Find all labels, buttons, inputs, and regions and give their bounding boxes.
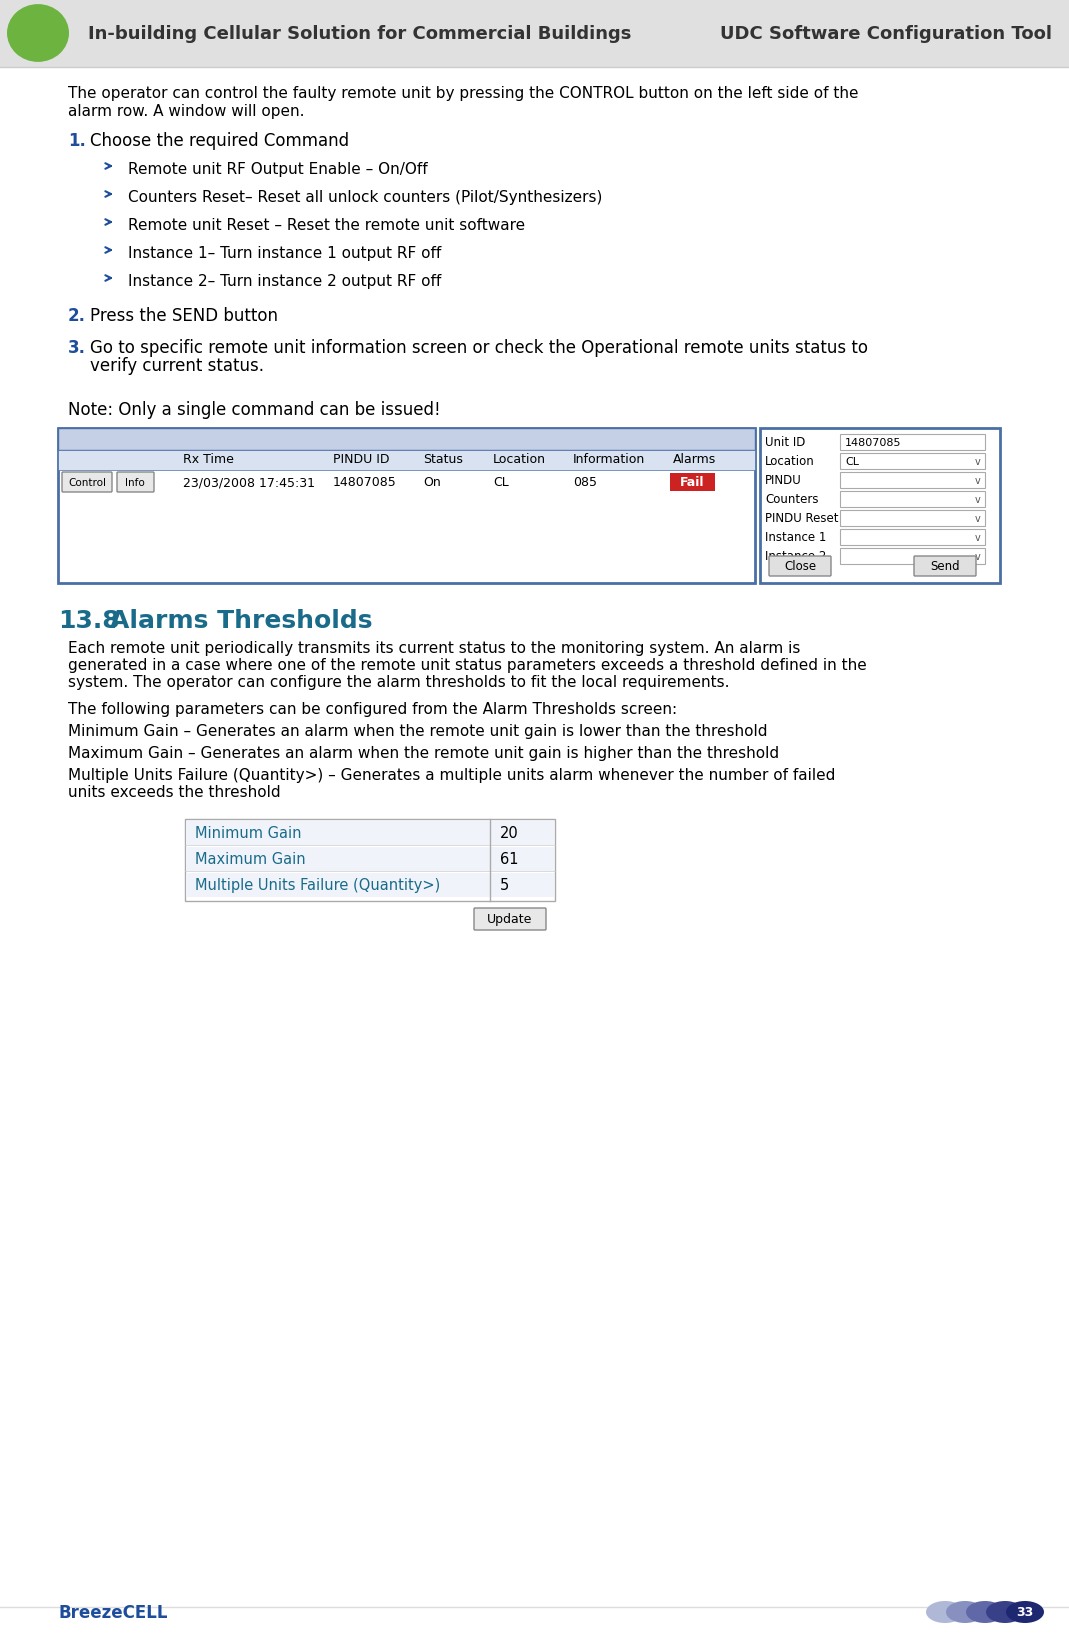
- Text: Press the SEND button: Press the SEND button: [90, 306, 278, 325]
- Text: 13.8: 13.8: [58, 608, 120, 633]
- Text: Unit ID: Unit ID: [765, 436, 805, 449]
- Text: Instance 2: Instance 2: [765, 549, 826, 562]
- FancyBboxPatch shape: [914, 557, 976, 577]
- Text: generated in a case where one of the remote unit status parameters exceeds a thr: generated in a case where one of the rem…: [68, 657, 867, 672]
- Text: Location: Location: [765, 454, 815, 467]
- Text: verify current status.: verify current status.: [90, 357, 264, 375]
- Text: Instance 2– Turn instance 2 output RF off: Instance 2– Turn instance 2 output RF of…: [128, 274, 441, 288]
- Text: Counters Reset– Reset all unlock counters (Pilot/Synthesizers): Counters Reset– Reset all unlock counter…: [128, 190, 602, 205]
- Ellipse shape: [986, 1601, 1024, 1623]
- Text: system. The operator can configure the alarm thresholds to fit the local require: system. The operator can configure the a…: [68, 675, 729, 690]
- Text: Alarms: Alarms: [673, 452, 716, 465]
- Text: v: v: [975, 495, 981, 505]
- Text: alarm row. A window will open.: alarm row. A window will open.: [68, 103, 305, 120]
- Text: BreezeCELL: BreezeCELL: [58, 1603, 168, 1621]
- Text: Instance 1: Instance 1: [765, 531, 826, 544]
- Bar: [186, 847, 554, 872]
- Text: 33: 33: [1017, 1606, 1034, 1619]
- Text: v: v: [975, 513, 981, 524]
- Text: The following parameters can be configured from the Alarm Thresholds screen:: The following parameters can be configur…: [68, 701, 677, 716]
- Text: v: v: [975, 457, 981, 467]
- FancyBboxPatch shape: [769, 557, 831, 577]
- Text: 085: 085: [573, 477, 597, 488]
- Text: 1.: 1.: [68, 131, 86, 149]
- Text: PINDU Reset: PINDU Reset: [765, 511, 838, 524]
- Bar: [840, 549, 985, 565]
- Text: On: On: [423, 477, 440, 488]
- Ellipse shape: [966, 1601, 1004, 1623]
- Bar: [0, 0, 1069, 67]
- Text: Instance 1– Turn instance 1 output RF off: Instance 1– Turn instance 1 output RF of…: [128, 246, 441, 261]
- Text: v: v: [975, 533, 981, 543]
- Bar: [840, 511, 985, 526]
- Text: Counters: Counters: [765, 493, 819, 506]
- Text: Remote unit RF Output Enable – On/Off: Remote unit RF Output Enable – On/Off: [128, 162, 428, 177]
- Bar: [840, 434, 985, 451]
- FancyBboxPatch shape: [62, 472, 112, 493]
- Text: Close: Close: [784, 561, 816, 574]
- Ellipse shape: [7, 5, 69, 62]
- Text: Multiple Units Failure (Quantity>): Multiple Units Failure (Quantity>): [195, 877, 440, 893]
- Ellipse shape: [946, 1601, 983, 1623]
- Bar: [58, 429, 755, 451]
- Bar: [670, 474, 715, 492]
- Text: Location: Location: [493, 452, 546, 465]
- Text: Go to specific remote unit information screen or check the Operational remote un: Go to specific remote unit information s…: [90, 339, 868, 357]
- Ellipse shape: [926, 1601, 964, 1623]
- Bar: [840, 472, 985, 488]
- Text: Maximum Gain: Maximum Gain: [195, 852, 306, 867]
- Text: Alarms Thresholds: Alarms Thresholds: [110, 608, 372, 633]
- Text: Rx Time: Rx Time: [183, 452, 234, 465]
- Text: 20: 20: [500, 826, 518, 841]
- Bar: [840, 529, 985, 546]
- Bar: [185, 820, 555, 901]
- Text: The operator can control the faulty remote unit by pressing the CONTROL button o: The operator can control the faulty remo…: [68, 85, 858, 102]
- Text: Note: Only a single command can be issued!: Note: Only a single command can be issue…: [68, 402, 440, 418]
- Text: 3.: 3.: [68, 339, 86, 357]
- FancyBboxPatch shape: [474, 908, 546, 931]
- Text: Info: Info: [125, 477, 145, 488]
- Text: v: v: [975, 475, 981, 485]
- Bar: [186, 874, 554, 898]
- Text: Information: Information: [573, 452, 646, 465]
- Ellipse shape: [1006, 1601, 1044, 1623]
- Text: 5: 5: [500, 877, 509, 893]
- Text: 14807085: 14807085: [334, 477, 397, 488]
- Text: Choose the required Command: Choose the required Command: [90, 131, 350, 149]
- Text: Fail: Fail: [680, 477, 704, 488]
- Text: Each remote unit periodically transmits its current status to the monitoring sys: Each remote unit periodically transmits …: [68, 641, 801, 656]
- Text: Control: Control: [68, 477, 106, 488]
- Text: CL: CL: [493, 477, 509, 488]
- Text: Minimum Gain – Generates an alarm when the remote unit gain is lower than the th: Minimum Gain – Generates an alarm when t…: [68, 723, 768, 739]
- Bar: [186, 821, 554, 846]
- Text: PINDU: PINDU: [765, 474, 802, 487]
- Text: Status: Status: [423, 452, 463, 465]
- Text: Multiple Units Failure (Quantity>) – Generates a multiple units alarm whenever t: Multiple Units Failure (Quantity>) – Gen…: [68, 767, 835, 782]
- Text: units exceeds the threshold: units exceeds the threshold: [68, 785, 281, 800]
- Bar: [840, 454, 985, 470]
- Bar: [58, 429, 755, 583]
- FancyBboxPatch shape: [117, 472, 154, 493]
- Bar: [840, 492, 985, 508]
- Text: Maximum Gain – Generates an alarm when the remote unit gain is higher than the t: Maximum Gain – Generates an alarm when t…: [68, 746, 779, 760]
- Bar: [760, 429, 1000, 583]
- Text: 61: 61: [500, 852, 518, 867]
- Text: Remote unit Reset – Reset the remote unit software: Remote unit Reset – Reset the remote uni…: [128, 218, 525, 233]
- Text: Minimum Gain: Minimum Gain: [195, 826, 301, 841]
- Text: In-building Cellular Solution for Commercial Buildings: In-building Cellular Solution for Commer…: [88, 25, 632, 43]
- Bar: [58, 451, 755, 470]
- Text: PINDU ID: PINDU ID: [334, 452, 389, 465]
- Text: Send: Send: [930, 561, 960, 574]
- Text: v: v: [975, 552, 981, 562]
- Text: 23/03/2008 17:45:31: 23/03/2008 17:45:31: [183, 477, 315, 488]
- Text: UDC Software Configuration Tool: UDC Software Configuration Tool: [721, 25, 1052, 43]
- Text: CL: CL: [845, 457, 859, 467]
- Text: Update: Update: [487, 913, 532, 926]
- Text: 2.: 2.: [68, 306, 86, 325]
- Text: 14807085: 14807085: [845, 438, 901, 447]
